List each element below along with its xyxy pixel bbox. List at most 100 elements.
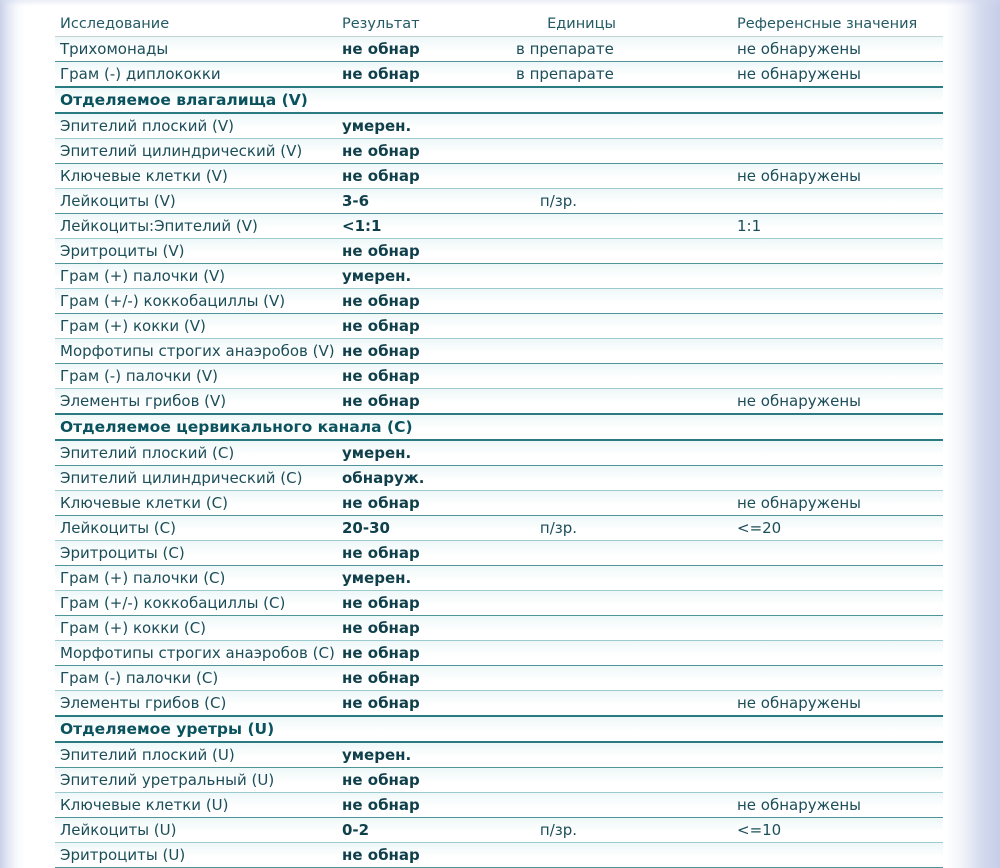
test-name-cell: Эритроциты (U)	[60, 846, 186, 864]
result-cell: 0-2	[342, 821, 370, 839]
test-name-cell: Эпителий плоский (С)	[60, 444, 235, 462]
table-row: Эпителий цилиндрический (V) не обнар	[55, 139, 943, 164]
header-result-column: Результат	[342, 16, 420, 32]
section-title: Отделяемое уретры (U)	[60, 720, 275, 738]
table-row: Эпителий плоский (С) умерен.	[55, 441, 943, 466]
lab-results-table: Исследование Результат Единицы Референсн…	[55, 4, 943, 868]
units-cell: п/зр.	[539, 821, 578, 839]
test-name-cell: Грам (+) кокки (V)	[60, 317, 206, 335]
result-cell: не обнар	[342, 167, 420, 185]
table-row: Эпителий плоский (V) умерен.	[55, 114, 943, 139]
table-row: Морфотипы строгих анаэробов (V) не обнар	[55, 339, 943, 364]
header-units-column: Единицы	[547, 16, 616, 32]
test-name-cell: Элементы грибов (V)	[60, 392, 227, 410]
test-name-cell: Эпителий плоский (V)	[60, 117, 234, 135]
table-row: Трихомонады не обнар в препарате не обнаруж…	[55, 37, 943, 62]
test-name-cell: Грам (+) палочки (С)	[60, 569, 226, 587]
test-name-cell: Эритроциты (V)	[60, 242, 185, 260]
table-row: Ключевые клетки (U) не обнар не обнаружены	[55, 793, 943, 818]
test-name-cell: Лейкоциты:Эпителий (V)	[60, 217, 258, 235]
header-reference-column: Референсные значения	[737, 16, 918, 32]
test-name-cell: Ключевые клетки (U)	[60, 796, 229, 814]
section-header-row: Отделяемое уретры (U)	[55, 717, 943, 743]
reference-cell: не обнаружены	[737, 65, 862, 83]
result-cell: умерен.	[342, 746, 412, 764]
result-cell: не обнар	[342, 65, 420, 83]
table-body: Трихомонады не обнар в препарате не обнаруж…	[55, 37, 943, 868]
test-name-cell: Грам (+) кокки (С)	[60, 619, 207, 637]
result-cell: не обнар	[342, 771, 420, 789]
header-test-column: Исследование	[60, 16, 170, 32]
table-row: Грам (+) палочки (С) умерен.	[55, 566, 943, 591]
result-cell: <1:1	[342, 217, 382, 235]
test-name-cell: Лейкоциты (С)	[60, 519, 176, 537]
reference-cell: не обнаружены	[737, 494, 862, 512]
result-cell: не обнар	[342, 846, 420, 864]
result-cell: обнаруж.	[342, 469, 425, 487]
test-name-cell: Ключевые клетки (V)	[60, 167, 228, 185]
reference-cell: не обнаружены	[737, 40, 862, 58]
result-cell: не обнар	[342, 644, 420, 662]
table-row: Грам (-) диплококки не обнар в препарате не…	[55, 62, 943, 88]
reference-cell: не обнаружены	[737, 796, 862, 814]
table-header-row: Исследование Результат Единицы Референсн…	[55, 4, 943, 37]
table-row: Эритроциты (U) не обнар	[55, 843, 943, 868]
result-cell: не обнар	[342, 694, 420, 712]
table-row: Ключевые клетки (V) не обнар не обнаружены	[55, 164, 943, 189]
result-cell: не обнар	[342, 494, 420, 512]
section-title: Отделяемое влагалища (V)	[60, 91, 308, 109]
reference-cell: не обнаружены	[737, 392, 862, 410]
reference-cell: 1:1	[737, 217, 762, 235]
table-row: Лейкоциты (V) 3-6 п/зр.	[55, 189, 943, 214]
test-name-cell: Эпителий плоский (U)	[60, 746, 235, 764]
test-name-cell: Грам (+/-) коккобациллы (V)	[60, 292, 286, 310]
test-name-cell: Лейкоциты (U)	[60, 821, 177, 839]
table-row: Эритроциты (V) не обнар	[55, 239, 943, 264]
result-cell: умерен.	[342, 267, 412, 285]
table-row: Элементы грибов (С) не обнар не обнаружены	[55, 691, 943, 717]
table-row: Эпителий цилиндрический (С) обнаруж.	[55, 466, 943, 491]
table-row: Лейкоциты:Эпителий (V) <1:1 1:1	[55, 214, 943, 239]
reference-cell: не обнаружены	[737, 694, 862, 712]
test-name-cell: Морфотипы строгих анаэробов (С)	[60, 644, 335, 662]
reference-cell: <=10	[737, 821, 782, 839]
result-cell: умерен.	[342, 569, 412, 587]
table-row: Грам (+) палочки (V) умерен.	[55, 264, 943, 289]
units-cell: в препарате	[516, 40, 614, 58]
result-cell: 3-6	[342, 192, 370, 210]
test-name-cell: Трихомонады	[60, 40, 169, 58]
table-row: Грам (-) палочки (С) не обнар	[55, 666, 943, 691]
result-cell: не обнар	[342, 619, 420, 637]
result-cell: не обнар	[342, 292, 420, 310]
result-cell: не обнар	[342, 142, 420, 160]
test-name-cell: Лейкоциты (V)	[60, 192, 176, 210]
test-name-cell: Эритроциты (С)	[60, 544, 185, 562]
table-row: Эритроциты (С) не обнар	[55, 541, 943, 566]
units-cell: п/зр.	[539, 519, 578, 537]
test-name-cell: Эпителий цилиндрический (V)	[60, 142, 303, 160]
table-row: Эпителий плоский (U) умерен.	[55, 743, 943, 768]
result-cell: умерен.	[342, 117, 412, 135]
table-row: Морфотипы строгих анаэробов (С) не обнар	[55, 641, 943, 666]
result-cell: не обнар	[342, 392, 420, 410]
table-row: Грам (-) палочки (V) не обнар	[55, 364, 943, 389]
table-row: Грам (+/-) коккобациллы (С) не обнар	[55, 591, 943, 616]
test-name-cell: Элементы грибов (С)	[60, 694, 227, 712]
section-header-row: Отделяемое влагалища (V)	[55, 88, 943, 114]
units-cell: п/зр.	[539, 192, 578, 210]
table-row: Лейкоциты (С) 20-30 п/зр. <=20	[55, 516, 943, 541]
result-cell: не обнар	[342, 669, 420, 687]
section-title: Отделяемое цервикального канала (C)	[60, 418, 413, 436]
reference-cell: не обнаружены	[737, 167, 862, 185]
result-cell: не обнар	[342, 317, 420, 335]
table-row: Ключевые клетки (С) не обнар не обнаружены	[55, 491, 943, 516]
result-cell: не обнар	[342, 342, 420, 360]
result-cell: не обнар	[342, 544, 420, 562]
test-name-cell: Грам (+/-) коккобациллы (С)	[60, 594, 286, 612]
result-cell: не обнар	[342, 594, 420, 612]
result-cell: 20-30	[342, 519, 390, 537]
result-cell: не обнар	[342, 40, 420, 58]
table-row: Элементы грибов (V) не обнар не обнаружены	[55, 389, 943, 415]
section-header-row: Отделяемое цервикального канала (C)	[55, 415, 943, 441]
test-name-cell: Грам (-) диплококки	[60, 65, 221, 83]
